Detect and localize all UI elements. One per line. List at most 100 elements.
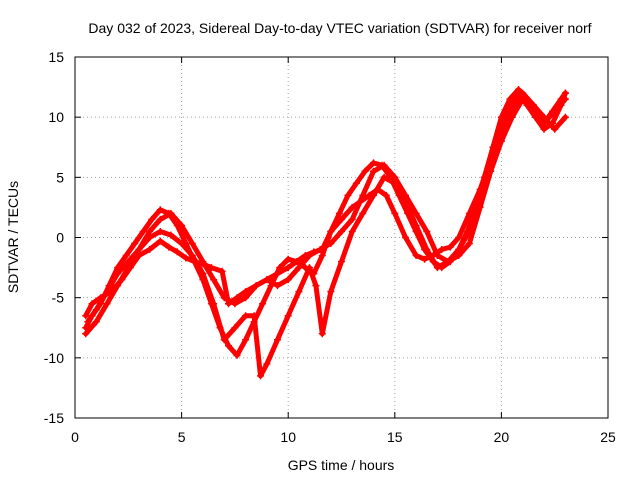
x-axis-label: GPS time / hours — [288, 457, 395, 473]
data-point — [402, 234, 409, 241]
data-point — [497, 131, 505, 139]
data-point — [199, 270, 207, 278]
data-point — [178, 222, 186, 229]
data-point — [231, 324, 239, 332]
data-point — [122, 252, 130, 259]
data-point — [380, 173, 388, 181]
data-point — [146, 246, 154, 253]
data-point — [92, 306, 100, 314]
x-tick-label: 20 — [494, 429, 510, 445]
data-point — [515, 86, 522, 93]
y-tick-label: 5 — [56, 169, 64, 185]
data-point — [380, 161, 388, 169]
data-point — [370, 159, 377, 167]
data-point — [182, 254, 190, 262]
data-point — [338, 258, 345, 266]
grid — [75, 57, 608, 418]
data-point — [352, 179, 360, 187]
data-point — [519, 89, 527, 97]
data-point — [135, 246, 143, 253]
data-point — [338, 228, 345, 235]
x-tick-label: 10 — [280, 429, 296, 445]
data-point — [82, 330, 90, 338]
data-point — [231, 300, 239, 308]
data-point — [391, 209, 399, 217]
data-point — [124, 264, 132, 272]
data-point — [455, 246, 463, 253]
data-point — [335, 209, 343, 217]
y-tick-label: -5 — [52, 290, 65, 306]
data-point — [225, 342, 232, 350]
data-point — [361, 167, 369, 175]
data-point — [412, 252, 420, 259]
data-point — [487, 161, 495, 169]
series-group — [82, 86, 569, 380]
data-point — [551, 107, 559, 115]
data-point — [382, 191, 390, 199]
data-point — [465, 228, 473, 235]
chart-title: Day 032 of 2023, Sidereal Day-to-day VTE… — [88, 20, 591, 36]
data-point — [561, 95, 569, 103]
y-tick-label: 0 — [56, 230, 64, 246]
data-point — [561, 113, 569, 121]
data-point — [421, 255, 429, 263]
data-point — [506, 95, 514, 103]
x-tick-label: 25 — [600, 429, 616, 445]
x-tick-label: 5 — [178, 429, 186, 445]
data-point — [156, 237, 164, 245]
data-point — [561, 89, 569, 97]
y-tick-label: 10 — [48, 109, 64, 125]
data-point — [167, 231, 175, 239]
plot-frame — [74, 56, 609, 419]
data-point — [103, 300, 111, 308]
data-point — [284, 255, 292, 263]
data-point — [167, 209, 175, 217]
data-point — [318, 330, 326, 338]
data-point — [114, 270, 122, 278]
data-point — [218, 267, 226, 275]
y-tick-label: -15 — [44, 410, 64, 426]
data-point — [242, 294, 250, 302]
data-point — [259, 300, 267, 308]
data-point — [220, 336, 228, 344]
data-point — [348, 203, 356, 211]
data-point — [327, 288, 335, 296]
data-point — [220, 294, 228, 302]
data-point — [276, 264, 284, 272]
data-point — [540, 125, 548, 133]
data-point — [444, 258, 452, 266]
data-point — [284, 276, 292, 284]
data-point — [263, 276, 271, 284]
data-point — [348, 228, 356, 235]
series-line-1 — [83, 90, 568, 319]
data-point — [252, 282, 260, 290]
data-point — [306, 252, 313, 259]
data-point — [82, 312, 90, 320]
data-point — [529, 101, 537, 109]
data-point — [233, 351, 241, 359]
data-point — [188, 252, 196, 259]
data-point — [306, 264, 313, 272]
axis-ticks: 0 5 10 15 20 25 -15 -10 -5 0 5 10 15 — [44, 49, 616, 445]
data-point — [274, 336, 281, 344]
data-point — [370, 167, 377, 175]
data-point — [92, 318, 100, 326]
data-point — [465, 240, 473, 247]
data-point — [318, 252, 326, 259]
data-point — [139, 228, 147, 235]
data-point — [156, 228, 164, 235]
data-point — [359, 209, 367, 217]
series-line-4 — [83, 90, 568, 337]
data-point — [327, 228, 335, 235]
x-tick-label: 15 — [387, 429, 403, 445]
y-tick-label: 15 — [48, 49, 64, 65]
data-point — [156, 215, 164, 223]
data-point — [370, 191, 377, 199]
data-point — [412, 209, 420, 217]
data-point — [199, 258, 207, 266]
data-point — [103, 288, 111, 296]
data-point — [148, 215, 156, 223]
data-point — [263, 360, 271, 368]
data-point — [156, 206, 164, 214]
